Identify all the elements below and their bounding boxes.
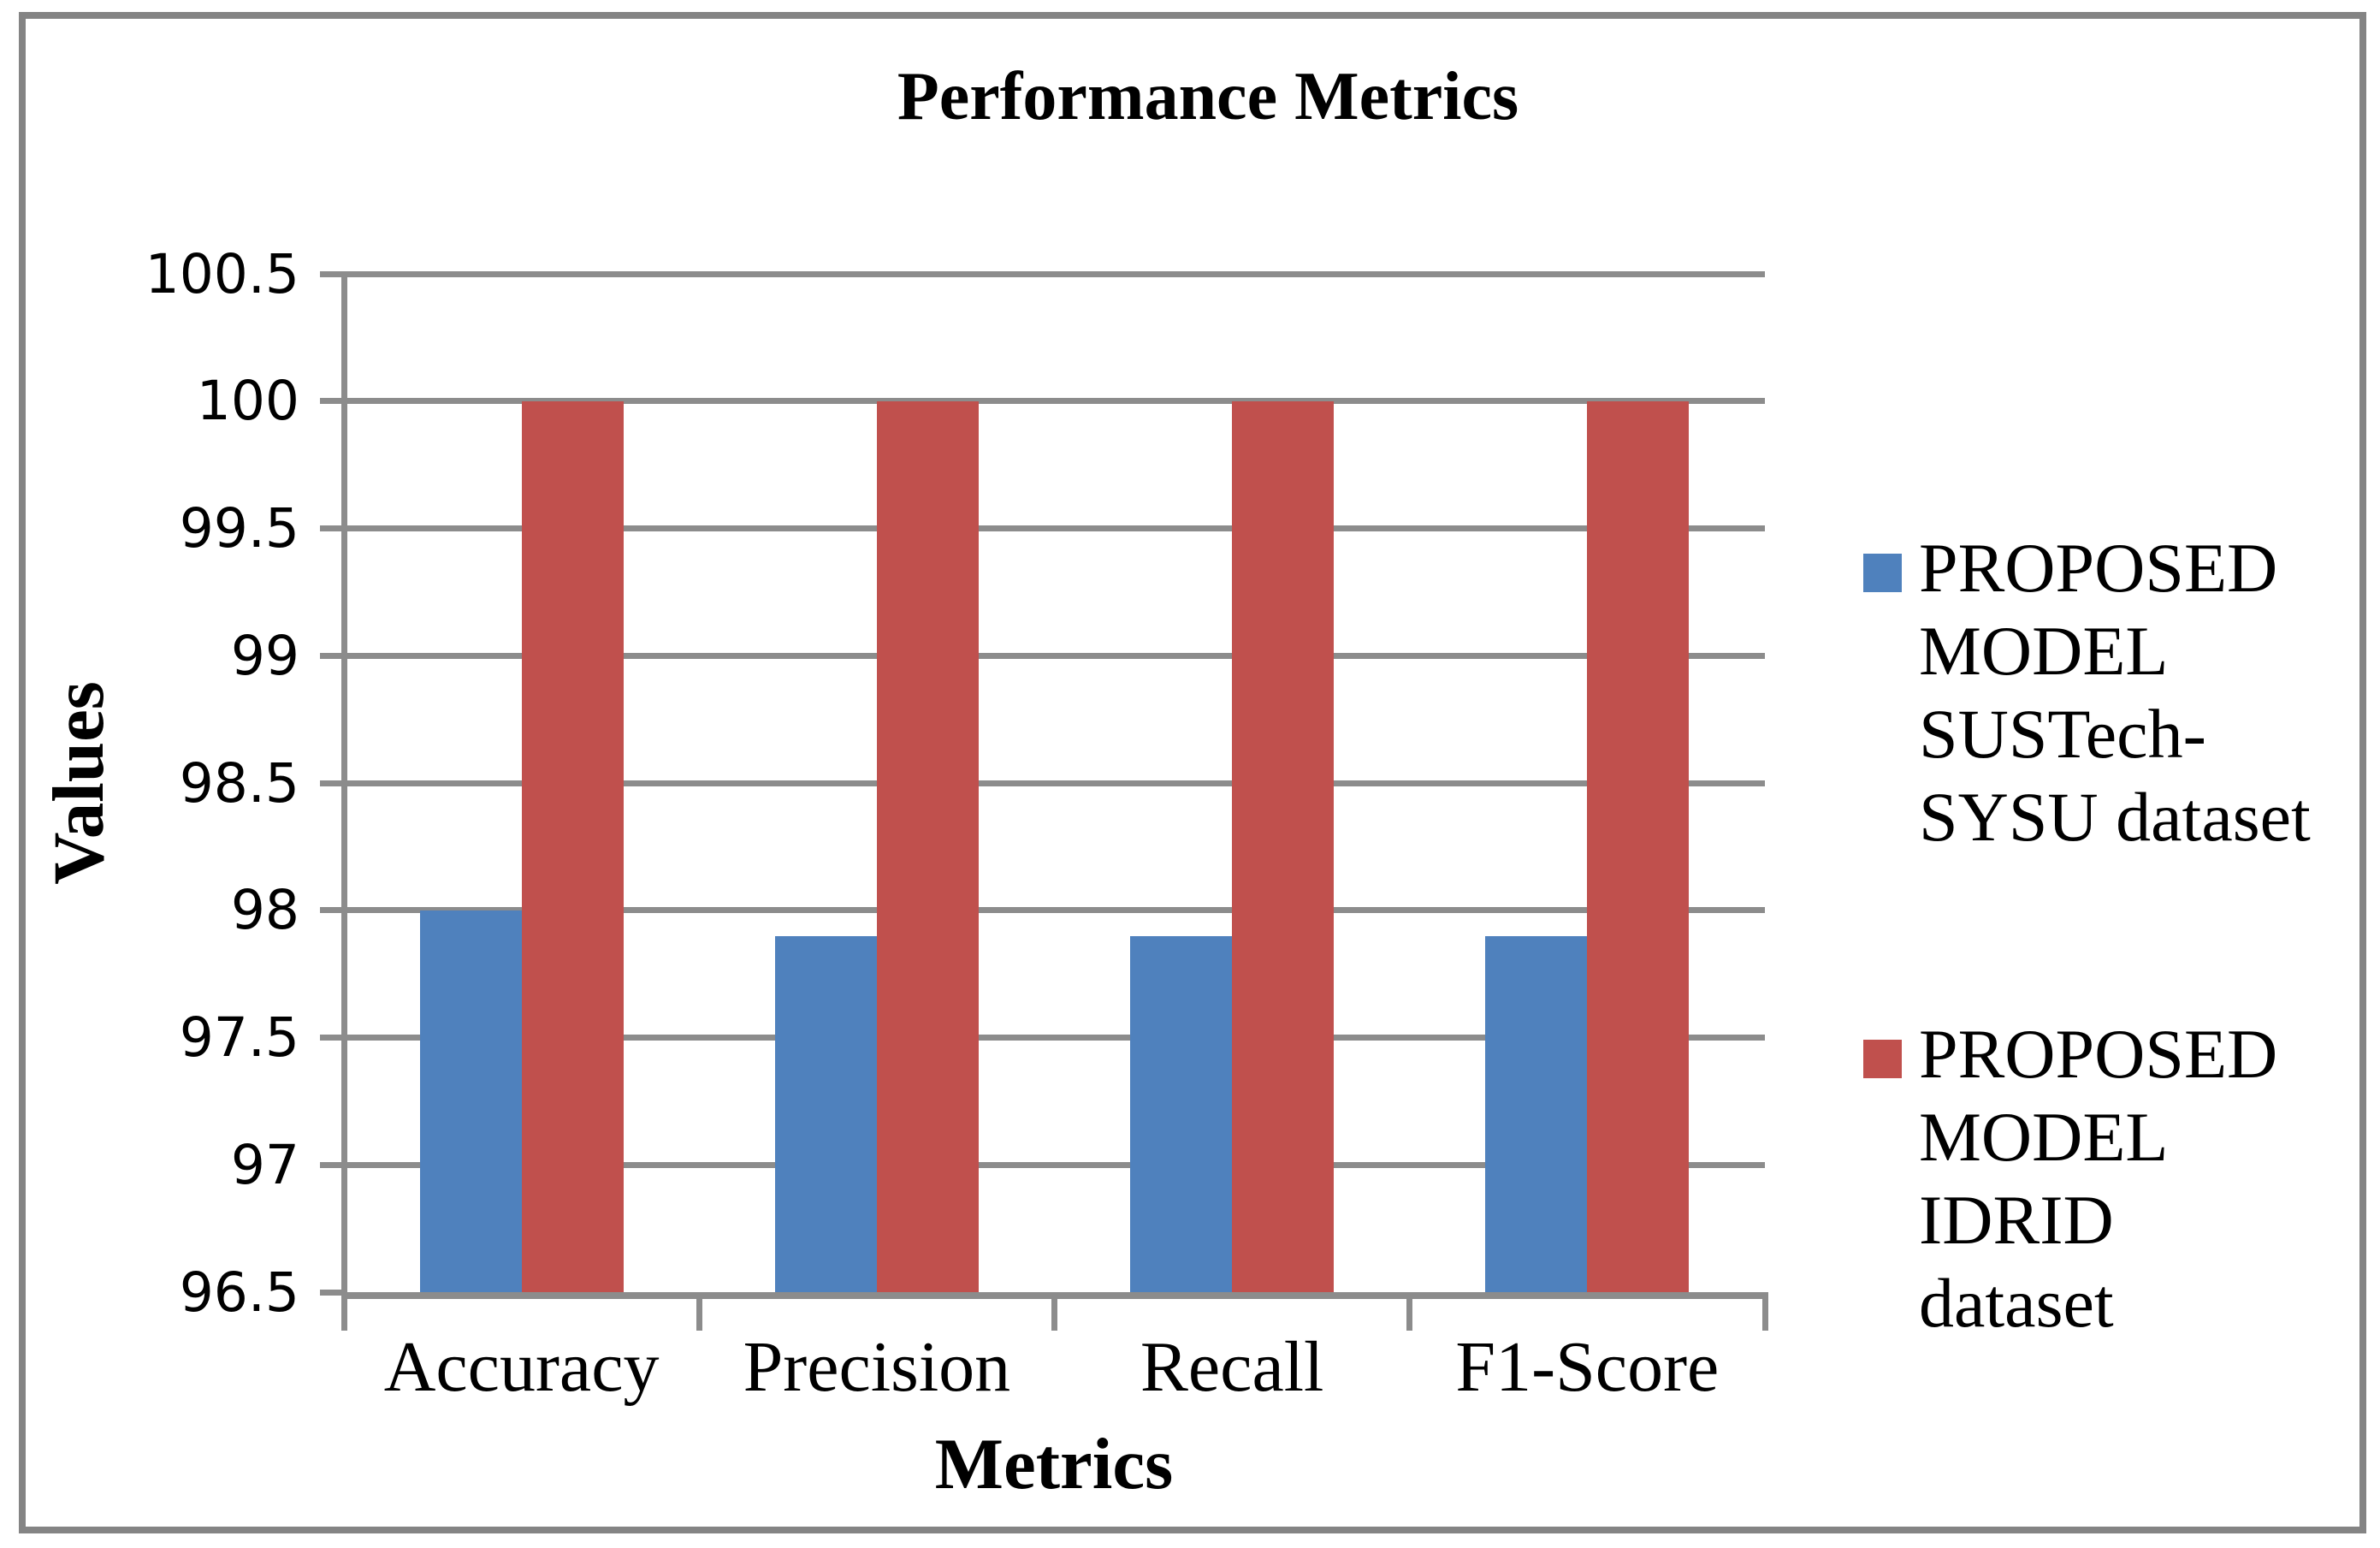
y-axis-tick-99.5: [320, 525, 344, 531]
y-axis-tick-96.5: [320, 1289, 344, 1296]
bar-series1-recall: [1130, 935, 1233, 1292]
legend-label-sustech-sysu: PROPOSED MODEL SUSTech- SYSU dataset: [1919, 529, 2311, 856]
y-tick-label-98.5: 98.5: [179, 751, 299, 815]
x-axis-tick-3: [1406, 1292, 1413, 1331]
y-axis-tick-100: [320, 398, 344, 405]
x-category-label-recall: Recall: [1140, 1327, 1324, 1407]
y-axis-tick-99: [320, 652, 344, 659]
bar-series2-recall: [1232, 400, 1335, 1292]
x-category-label-f1-score: F1-Score: [1455, 1327, 1720, 1407]
y-axis-tick-98.5: [320, 780, 344, 786]
bar-series2-accuracy: [521, 400, 624, 1292]
x-category-label-precision: Precision: [743, 1327, 1011, 1407]
y-axis-title: Values: [38, 681, 119, 885]
y-tick-label-97.5: 97.5: [179, 1006, 299, 1069]
y-tick-label-100: 100: [196, 370, 299, 433]
y-axis-tick-97: [320, 1161, 344, 1168]
y-tick-label-96.5: 96.5: [179, 1260, 299, 1324]
gridline-y-100: [344, 398, 1765, 405]
y-axis-tick-100.5: [320, 270, 344, 277]
x-axis-tick-4: [1761, 1292, 1768, 1331]
x-axis-tick-0: [340, 1292, 347, 1331]
legend-swatch-red: [1863, 1040, 1902, 1078]
y-tick-label-98: 98: [230, 879, 299, 942]
chart-outer-border: [19, 12, 2366, 1533]
bar-series2-precision: [876, 400, 979, 1292]
y-tick-label-97: 97: [230, 1133, 299, 1196]
y-tick-label-99: 99: [230, 624, 299, 687]
x-axis-title: Metrics: [934, 1424, 1174, 1504]
y-tick-label-100.5: 100.5: [145, 242, 299, 305]
chart-title: Performance Metrics: [897, 59, 1519, 134]
x-axis-tick-1: [696, 1292, 702, 1331]
gridline-y-97.5: [344, 1035, 1765, 1041]
y-tick-label-99.5: 99.5: [179, 497, 299, 560]
gridline-y-97: [344, 1161, 1765, 1168]
y-axis-tick-97.5: [320, 1035, 344, 1041]
gridline-y-98.5: [344, 780, 1765, 786]
y-axis-line: [340, 274, 347, 1299]
x-axis-line: [344, 1292, 1768, 1299]
bar-series1-precision: [774, 935, 877, 1292]
bar-series2-f1-score: [1587, 400, 1690, 1292]
legend-swatch-blue: [1863, 554, 1902, 592]
gridline-y-100.5: [344, 270, 1765, 277]
gridline-y-99.5: [344, 525, 1765, 531]
x-axis-tick-2: [1051, 1292, 1057, 1331]
x-category-label-accuracy: Accuracy: [383, 1327, 660, 1407]
gridline-y-99: [344, 652, 1765, 659]
y-axis-tick-98: [320, 907, 344, 914]
bar-series1-f1-score: [1485, 935, 1588, 1292]
bar-series1-accuracy: [419, 910, 522, 1292]
gridline-y-98: [344, 907, 1765, 914]
legend-label-idrid: PROPOSED MODEL IDRID dataset: [1919, 1015, 2278, 1342]
